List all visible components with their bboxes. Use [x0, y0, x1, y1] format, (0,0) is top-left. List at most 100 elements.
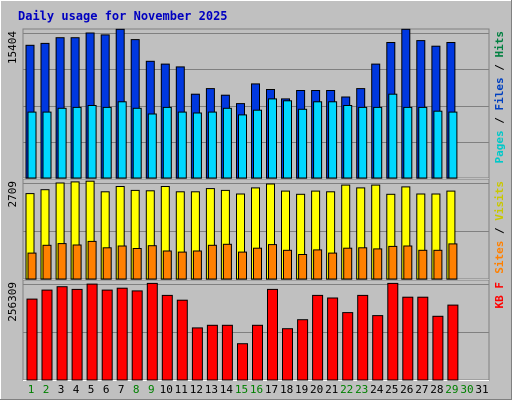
bar-kb-f-day-22 — [342, 312, 354, 381]
bar-pages-day-13 — [207, 111, 217, 179]
bar-pages-day-15 — [238, 114, 247, 179]
bar-kb-f-day-16 — [252, 324, 263, 381]
bar-pages-day-14 — [222, 107, 232, 179]
legend-part: Files — [493, 77, 506, 110]
legend-part: / — [493, 221, 506, 241]
bar-kb-f-day-26 — [402, 296, 414, 381]
bar-kb-f-day-24 — [372, 315, 384, 381]
x-tick-label-day-14: 14 — [220, 383, 234, 396]
bar-pages-day-24 — [373, 106, 383, 179]
x-tick-label-day-19: 19 — [295, 383, 308, 396]
bar-kb-f-day-2 — [41, 289, 53, 381]
bar-sites-day-3 — [57, 243, 67, 280]
bar-pages-day-4 — [72, 106, 82, 179]
bar-kb-f-day-15 — [237, 343, 248, 381]
x-tick-label-day-13: 13 — [205, 383, 218, 396]
bar-kb-f-day-14 — [221, 324, 233, 381]
bar-kb-f-day-27 — [417, 296, 429, 381]
bar-pages-day-2 — [42, 111, 52, 179]
x-tick-label-day-3: 3 — [58, 383, 65, 396]
bar-pages-day-11 — [177, 111, 187, 179]
bar-pages-day-17 — [268, 98, 277, 179]
bar-sites-day-10 — [162, 250, 172, 280]
bar-pages-day-3 — [57, 107, 67, 179]
legend-label: KB F — [493, 282, 506, 309]
bar-sites-day-26 — [403, 245, 413, 280]
bar-kb-f-day-29 — [447, 304, 459, 381]
x-tick-label-day-12: 12 — [190, 383, 203, 396]
bar-pages-day-9 — [147, 113, 157, 179]
y-max-label: 15404 — [6, 31, 19, 64]
bar-kb-f-day-5 — [86, 283, 98, 381]
bar-sites-day-15 — [238, 251, 247, 280]
bar-kb-f-day-17 — [267, 288, 278, 381]
bar-kb-f-day-6 — [101, 289, 113, 381]
legend-part: / — [493, 58, 506, 78]
legend-label: Pages / Files / Hits — [493, 31, 506, 164]
panel-1: 15404 Pages / Files / Hits — [6, 28, 506, 179]
x-tick-label-day-25: 25 — [385, 383, 398, 396]
bar-sites-day-28 — [433, 249, 443, 280]
legend-part: Visits — [493, 181, 506, 221]
x-tick-label-day-31: 31 — [475, 383, 488, 396]
bar-pages-day-23 — [358, 106, 368, 179]
x-tick-label-day-1: 1 — [28, 383, 35, 396]
bar-pages-day-26 — [403, 106, 413, 179]
x-tick-label-day-5: 5 — [88, 383, 95, 396]
x-tick-label-day-24: 24 — [370, 383, 384, 396]
bar-kb-f-day-23 — [357, 294, 369, 381]
bar-pages-day-22 — [343, 105, 353, 179]
bar-sites-day-23 — [358, 247, 368, 280]
x-tick-label-day-21: 21 — [325, 383, 338, 396]
bar-pages-day-28 — [433, 110, 443, 179]
bar-kb-f-day-7 — [116, 287, 128, 381]
bar-sites-day-27 — [418, 249, 428, 280]
bar-kb-f-day-21 — [327, 297, 339, 381]
x-tick-label-day-17: 17 — [265, 383, 278, 396]
x-tick-label-day-6: 6 — [103, 383, 110, 396]
bar-pages-day-25 — [388, 93, 398, 179]
bar-pages-day-10 — [162, 106, 172, 179]
bar-sites-day-16 — [253, 247, 262, 280]
legend-part: KB F — [493, 282, 506, 309]
x-tick-label-day-9: 9 — [148, 383, 155, 396]
legend-part: Pages — [493, 130, 506, 163]
bar-sites-day-7 — [117, 245, 127, 280]
bar-kb-f-day-8 — [131, 290, 143, 381]
bar-pages-day-12 — [192, 112, 202, 179]
panel-2: 2709 Sites / Visits — [6, 178, 506, 280]
bar-kb-f-day-12 — [191, 327, 203, 381]
x-tick-label-day-29: 29 — [445, 383, 458, 396]
bar-kb-f-day-13 — [206, 324, 218, 381]
panel-3: 256309 KB F — [6, 279, 506, 381]
bar-pages-day-29 — [448, 111, 458, 179]
x-tick-label-day-16: 16 — [250, 383, 263, 396]
x-tick-label-day-28: 28 — [430, 383, 443, 396]
y-max-label: 256309 — [6, 282, 19, 322]
x-tick-label-day-18: 18 — [280, 383, 293, 396]
bar-kb-f-day-18 — [282, 328, 293, 381]
bar-sites-day-18 — [283, 249, 292, 280]
bar-sites-day-22 — [343, 247, 353, 280]
x-tick-label-day-2: 2 — [43, 383, 50, 396]
bar-sites-day-24 — [373, 248, 383, 280]
bar-kb-f-day-28 — [432, 315, 444, 381]
x-tick-label-day-7: 7 — [118, 383, 125, 396]
x-tick-label-day-27: 27 — [415, 383, 428, 396]
bar-sites-day-9 — [147, 245, 157, 280]
bar-kb-f-day-19 — [297, 319, 309, 381]
bar-sites-day-4 — [72, 244, 82, 280]
legend-part: Sites — [493, 241, 506, 274]
bar-kb-f-day-11 — [176, 299, 188, 381]
bar-pages-day-5 — [87, 105, 97, 179]
bar-pages-day-21 — [328, 101, 338, 179]
x-tick-label-day-30: 30 — [460, 383, 473, 396]
bar-pages-day-8 — [132, 107, 142, 179]
x-tick-label-day-22: 22 — [340, 383, 353, 396]
bar-pages-day-6 — [102, 106, 112, 179]
bar-pages-day-7 — [117, 101, 127, 179]
x-tick-label-day-23: 23 — [355, 383, 368, 396]
bar-pages-day-27 — [418, 106, 428, 179]
bar-pages-day-20 — [313, 101, 323, 179]
